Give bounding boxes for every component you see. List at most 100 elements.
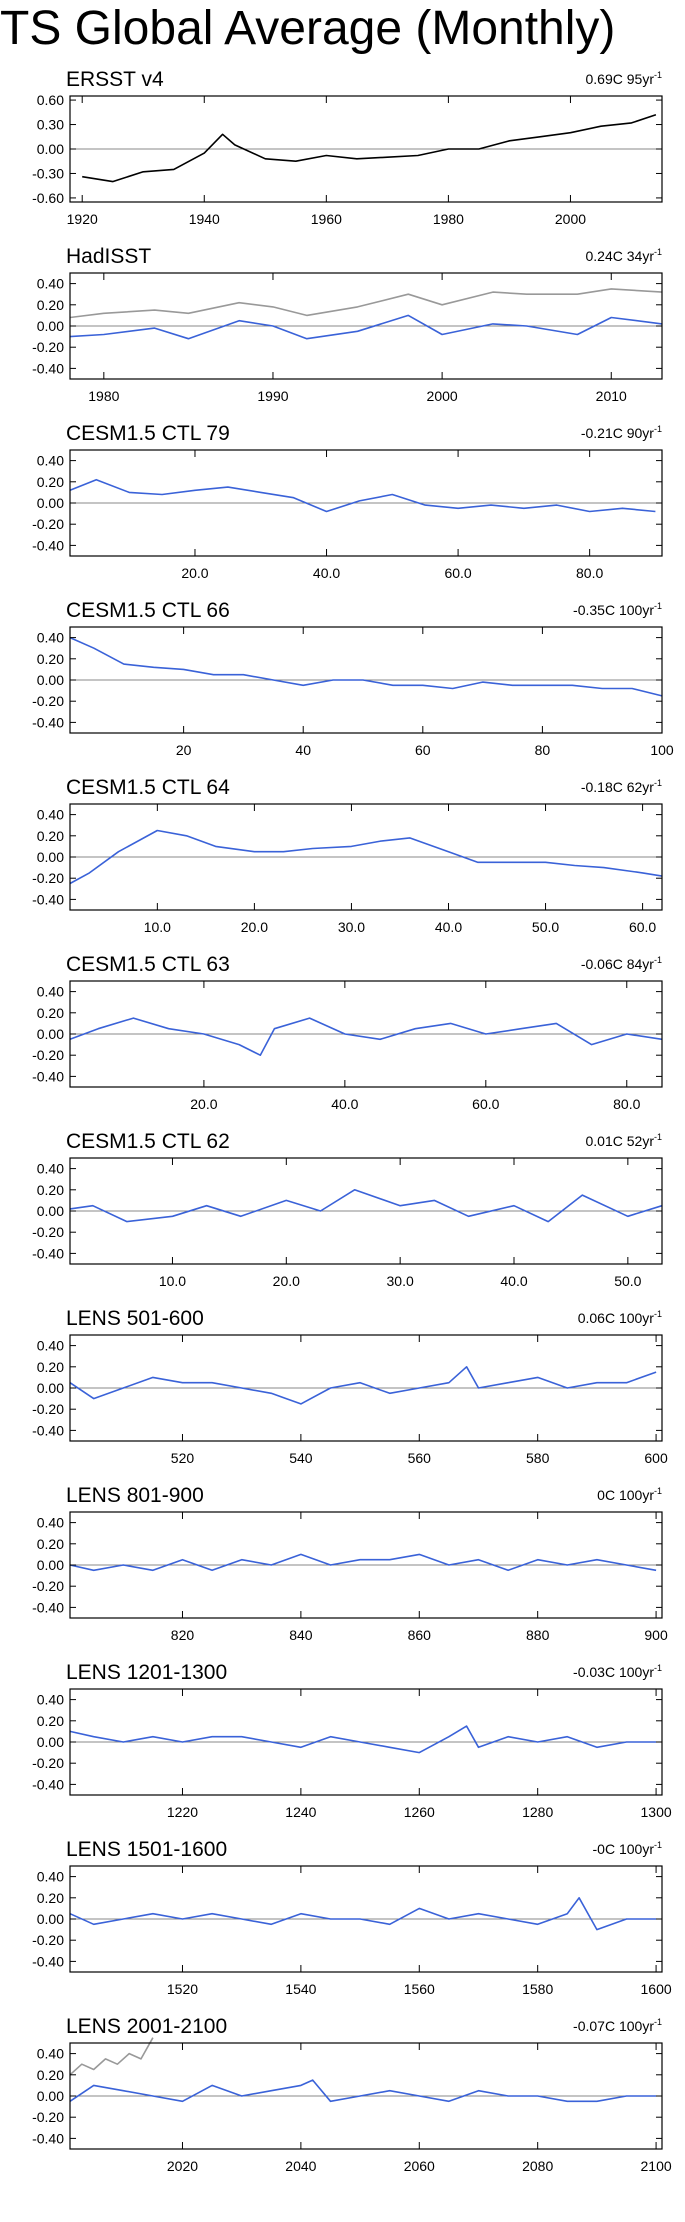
x-tick-label: 2000 <box>555 211 586 227</box>
y-tick-label: -0.40 <box>32 1422 64 1438</box>
panel-title: CESM1.5 CTL 66 <box>66 599 230 622</box>
y-tick-label: -0.20 <box>32 1047 64 1063</box>
trend-label: 0.06C 100yr-1 <box>578 1309 662 1326</box>
x-tick-label: 840 <box>289 1627 313 1643</box>
y-tick-label: -0.40 <box>32 891 64 907</box>
x-tick-label: 80 <box>535 742 551 758</box>
y-tick-label: 0.40 <box>37 1515 64 1531</box>
trend-label: 0.69C 95yr-1 <box>586 70 663 87</box>
y-tick-label: -0.40 <box>32 537 64 553</box>
x-tick-label: 20.0 <box>181 565 208 581</box>
y-tick-label: -0.20 <box>32 870 64 886</box>
figure-title: TS Global Average (Monthly) <box>0 2 616 55</box>
x-tick-label: 1560 <box>404 1981 435 1997</box>
y-tick-label: 0.40 <box>37 1692 64 1708</box>
trend-label: -0.18C 62yr-1 <box>581 778 662 795</box>
x-tick-label: 60 <box>415 742 431 758</box>
x-tick-label: 560 <box>408 1450 432 1466</box>
x-tick-label: 30.0 <box>387 1273 414 1289</box>
y-tick-label: -0.20 <box>32 339 64 355</box>
chart-panel: CESM1.5 CTL 63 -0.06C 84yr-1 -0.40 -0.20 0.0… <box>32 953 663 1112</box>
y-tick-label: -0.20 <box>32 693 64 709</box>
y-tick-label: 0.00 <box>37 1203 64 1219</box>
panel-title: LENS 1201-1300 <box>66 1661 227 1684</box>
x-tick-label: 2080 <box>522 2158 553 2174</box>
x-tick-label: 540 <box>289 1450 313 1466</box>
panel-title: LENS 1501-1600 <box>66 1838 227 1861</box>
series-line <box>69 314 663 340</box>
y-tick-label: 0.40 <box>37 1338 64 1354</box>
panel-title: HadISST <box>66 245 151 268</box>
chart-panel: LENS 501-600 0.06C 100yr-1 -0.40 -0.20 0.00 0… <box>32 1307 668 1466</box>
y-tick-label: -0.20 <box>32 1224 64 1240</box>
x-tick-label: 40.0 <box>500 1273 527 1289</box>
x-tick-label: 80.0 <box>613 1096 640 1112</box>
y-tick-label: 0.00 <box>37 1380 64 1396</box>
x-tick-label: 20.0 <box>190 1096 217 1112</box>
x-tick-label: 1280 <box>522 1804 553 1820</box>
trend-label: -0.21C 90yr-1 <box>581 424 662 441</box>
x-tick-label: 1980 <box>433 211 464 227</box>
y-tick-label: 0.20 <box>37 1005 64 1021</box>
x-tick-label: 2000 <box>427 388 458 404</box>
panel-title: CESM1.5 CTL 62 <box>66 1130 230 1153</box>
x-tick-label: 20 <box>176 742 192 758</box>
x-tick-label: 2100 <box>641 2158 672 2174</box>
y-tick-label: 0.00 <box>37 141 64 157</box>
chart-panel: HadISST 0.24C 34yr-1 -0.40 -0.20 0.00 0.20 0.4… <box>32 245 663 404</box>
y-tick-label: 0.30 <box>37 117 64 133</box>
trend-label: -0.03C 100yr-1 <box>573 1663 662 1680</box>
x-tick-label: 2010 <box>596 388 627 404</box>
x-tick-label: 1920 <box>67 211 98 227</box>
x-tick-label: 1580 <box>522 1981 553 1997</box>
x-tick-label: 1260 <box>404 1804 435 1820</box>
y-tick-label: 0.00 <box>37 1557 64 1573</box>
x-tick-label: 1600 <box>641 1981 672 1997</box>
y-tick-label: 0.40 <box>37 984 64 1000</box>
x-tick-label: 820 <box>171 1627 195 1643</box>
chart-panel: CESM1.5 CTL 64 -0.18C 62yr-1 -0.40 -0.20 0.0… <box>32 776 663 935</box>
panel-title: CESM1.5 CTL 64 <box>66 776 230 799</box>
y-tick-label: 0.40 <box>37 2046 64 2062</box>
x-tick-label: 60.0 <box>444 565 471 581</box>
y-tick-label: -0.40 <box>32 1953 64 1969</box>
y-tick-label: -0.40 <box>32 2130 64 2146</box>
y-tick-label: -0.40 <box>32 714 64 730</box>
series-line <box>69 1366 657 1405</box>
panel-title: LENS 801-900 <box>66 1484 204 1507</box>
series-line <box>69 636 663 697</box>
panel-title: CESM1.5 CTL 63 <box>66 953 230 976</box>
y-tick-label: 0.40 <box>37 1161 64 1177</box>
y-tick-label: -0.20 <box>32 516 64 532</box>
y-tick-label: -0.20 <box>32 2109 64 2125</box>
x-tick-label: 80.0 <box>576 565 603 581</box>
y-tick-label: -0.20 <box>32 1401 64 1417</box>
chart-panel: CESM1.5 CTL 66 -0.35C 100yr-1 -0.40 -0.20 0.… <box>32 599 674 758</box>
y-tick-label: -0.20 <box>32 1578 64 1594</box>
y-tick-label: -0.40 <box>32 1245 64 1261</box>
x-tick-label: 60.0 <box>629 919 656 935</box>
x-tick-label: 580 <box>526 1450 550 1466</box>
y-tick-label: -0.20 <box>32 1755 64 1771</box>
trend-label: -0.07C 100yr-1 <box>573 2017 662 2034</box>
trend-label: 0.24C 34yr-1 <box>586 247 663 264</box>
y-tick-label: 0.00 <box>37 1026 64 1042</box>
y-tick-label: -0.30 <box>32 165 64 181</box>
y-tick-label: 0.00 <box>37 672 64 688</box>
x-tick-label: 20.0 <box>241 919 268 935</box>
y-tick-label: 0.00 <box>37 495 64 511</box>
chart-panel: CESM1.5 CTL 62 0.01C 52yr-1 -0.40 -0.20 0.00… <box>32 1130 663 1289</box>
chart-panel: LENS 2001-2100 -0.07C 100yr-1 -0.40 -0.20 0.… <box>32 2015 672 2174</box>
y-tick-label: 0.20 <box>37 651 64 667</box>
x-tick-label: 2040 <box>285 2158 316 2174</box>
y-tick-label: 0.00 <box>37 1734 64 1750</box>
series-line <box>69 1017 663 1056</box>
x-tick-label: 60.0 <box>472 1096 499 1112</box>
x-tick-label: 30.0 <box>338 919 365 935</box>
series-line <box>69 1725 657 1754</box>
x-tick-label: 10.0 <box>144 919 171 935</box>
x-tick-label: 520 <box>171 1450 195 1466</box>
panel-title: ERSST v4 <box>66 68 164 91</box>
series-line <box>69 1553 657 1572</box>
